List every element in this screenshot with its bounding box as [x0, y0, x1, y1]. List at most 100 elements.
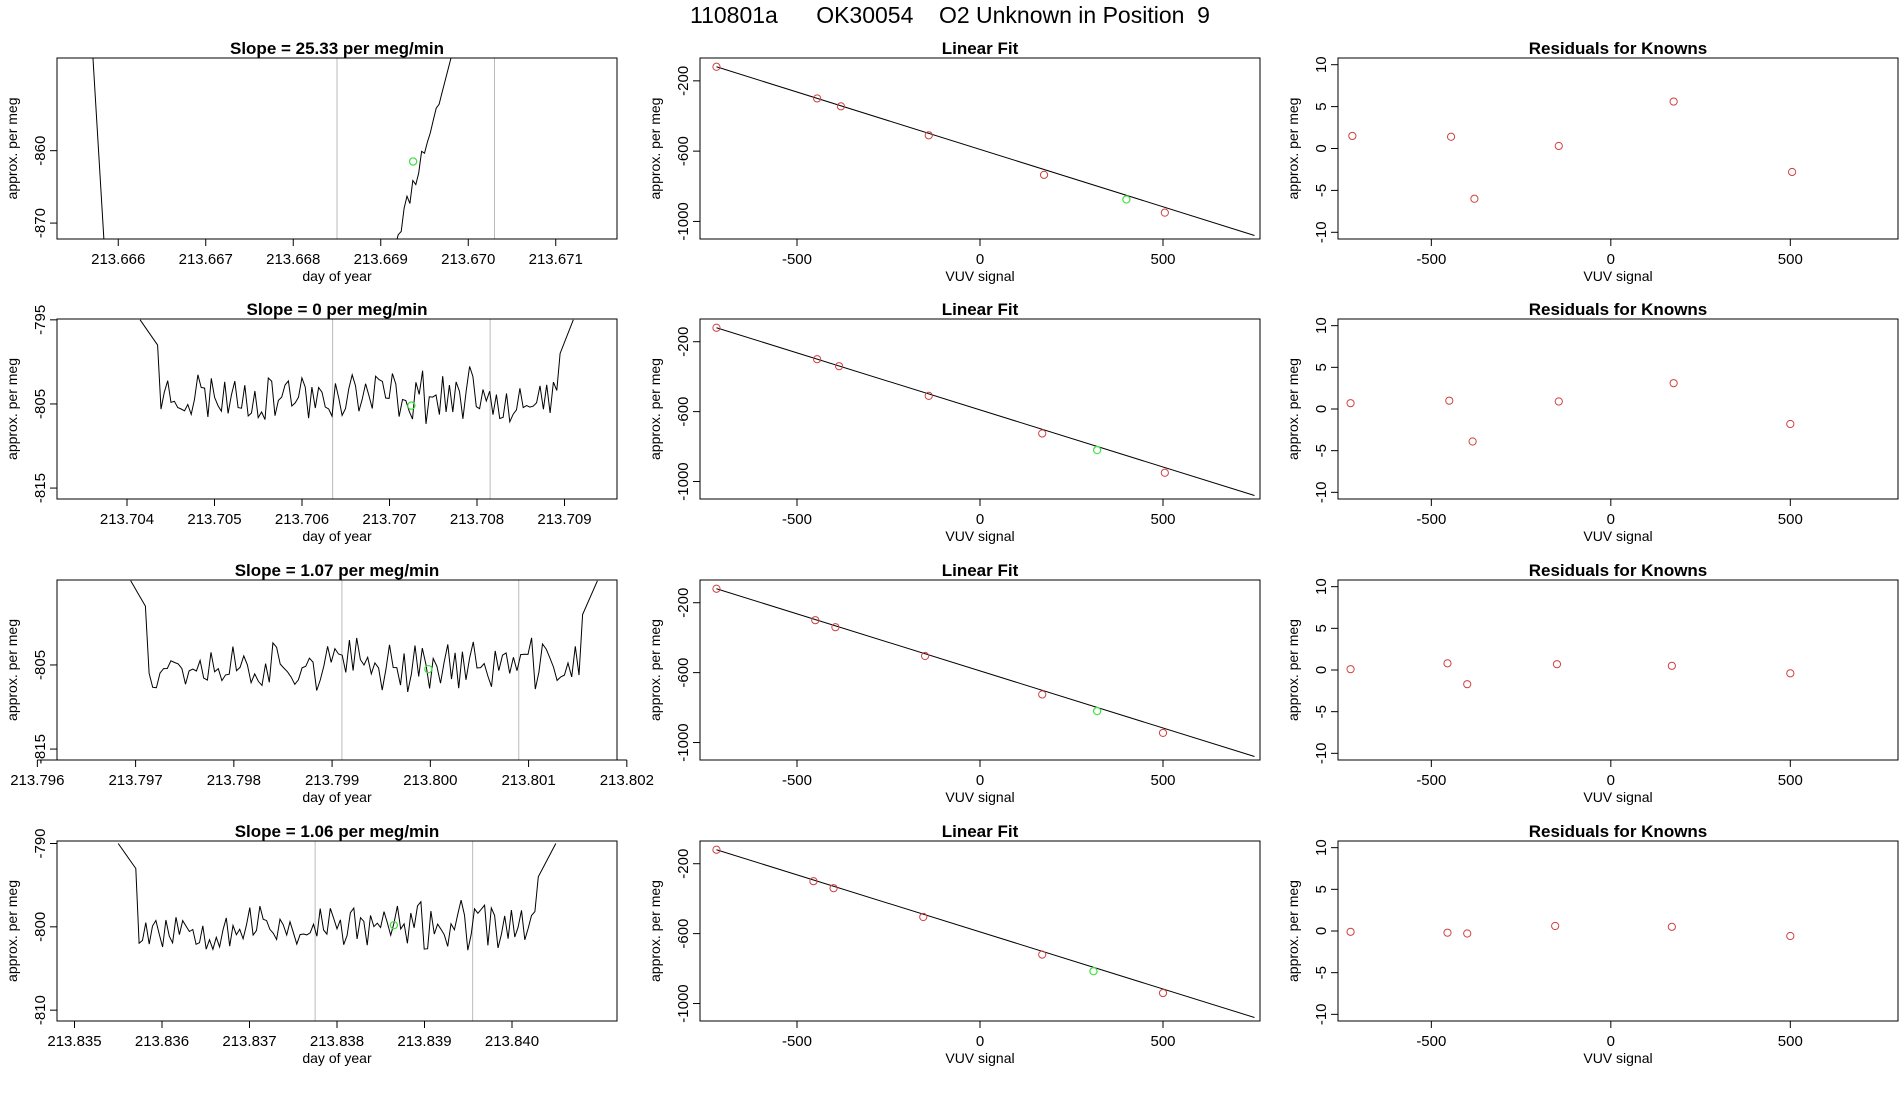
chart-r2c3-ytick-label: -10	[1313, 481, 1330, 503]
chart-r3c1-ytick-label: -815	[32, 734, 49, 764]
chart-r4c1-ytick-label: -790	[32, 828, 49, 858]
chart-r4c2-ylabel: approx. per meg	[647, 880, 663, 982]
chart-r3c1-unknown-point	[424, 664, 433, 674]
chart-r2c1-xtick-label: 213.704	[100, 511, 154, 528]
chart-r1c3-known-point	[1554, 141, 1563, 151]
chart-r1c2-ytick-label: -1000	[675, 202, 692, 240]
chart-r3c3-known-point	[1463, 680, 1472, 689]
chart-r1c2-known-point	[712, 62, 721, 71]
chart-r4c3-known-point	[1346, 927, 1355, 936]
chart-r2c2: Linear Fit -500 0 500 VUV signal -1000 -600 -20…	[647, 300, 1261, 544]
chart-r4c1-title: Slope = 1.06 per meg/min	[235, 822, 440, 841]
chart-r1c3-ytick-label: -5	[1313, 184, 1330, 197]
chart-r1c3-xtick-label: 0	[1607, 251, 1615, 268]
chart-r4c1-xtick-label: 213.840	[485, 1033, 539, 1050]
chart-r1c3-title: Residuals for Knowns	[1529, 39, 1708, 58]
chart-r2c2-known-point	[813, 355, 822, 364]
chart-r2c2-xtick-label: 500	[1150, 511, 1175, 528]
chart-r2c3-ytick-label: 5	[1313, 363, 1330, 371]
chart-r2c1-title: Slope = 0 per meg/min	[247, 300, 428, 319]
chart-r3c2-known-point	[1038, 690, 1047, 699]
chart-r3c3-xtick-label: 0	[1607, 772, 1615, 789]
chart-r1c2-fit-line	[716, 66, 1255, 236]
chart-r2c1-frame	[56, 318, 618, 500]
chart-r2c3-ytick-label: 10	[1313, 317, 1330, 334]
chart-r3c2-ytick-label: -600	[675, 658, 692, 688]
chart-r2c1-plot-area	[139, 319, 574, 499]
chart-r1c2-ytick-label: -600	[675, 136, 692, 166]
chart-r1c2: Linear Fit -500 0 500 VUV signal -1000 -600 -20…	[647, 39, 1261, 284]
chart-r2c2-frame	[699, 318, 1261, 500]
chart-r2c2-plot-area	[712, 323, 1255, 496]
chart-r3c2-known-point	[811, 616, 820, 625]
chart-r2c1-unknown-point	[407, 401, 416, 410]
chart-r4c3-title: Residuals for Knowns	[1529, 822, 1708, 841]
chart-r1c2-ylabel: approx. per meg	[647, 98, 663, 200]
chart-r3c3-ylabel: approx. per meg	[1285, 619, 1301, 721]
chart-r3c2-title: Linear Fit	[942, 561, 1019, 580]
chart-r2c2-fit-line	[716, 327, 1255, 496]
chart-r3c3-known-point	[1786, 669, 1795, 678]
chart-r4c1-ytick-label: -810	[32, 995, 49, 1025]
chart-r3c2-xtick-label: -500	[782, 772, 812, 789]
chart-r4c2-unknown-point	[1089, 966, 1098, 976]
chart-r4c1: Slope = 1.06 per meg/min 213.835 213.836 21…	[4, 822, 618, 1066]
chart-r1c1-xtick-label: 213.671	[529, 251, 583, 268]
chart-r2c3-xlabel: VUV signal	[1583, 528, 1652, 544]
chart-r3c1-xtick-label: 213.800	[403, 772, 457, 789]
chart-r4c2-known-point	[829, 884, 838, 893]
chart-r2c3-known-point	[1554, 397, 1563, 406]
chart-r1c3-ytick-label: -10	[1313, 221, 1330, 243]
chart-r2c2-known-point	[712, 323, 721, 332]
chart-r2c2-ytick-label: -200	[675, 327, 692, 357]
chart-r3c2-plot-area	[712, 584, 1255, 757]
chart-r2c3-known-point	[1445, 396, 1454, 405]
chart-r3c3-known-point	[1443, 659, 1452, 668]
chart-r2c1-ytick-label: -805	[32, 389, 49, 419]
chart-r2c1-trace-line	[139, 319, 574, 424]
chart-r1c1-ytick-label: -860	[32, 136, 49, 166]
chart-r1c2-ytick-label: -200	[675, 66, 692, 96]
chart-r1c2-known-point	[836, 102, 846, 111]
chart-r4c3-known-point	[1667, 922, 1676, 931]
chart-r2c2-ytick-label: -600	[675, 397, 692, 427]
chart-r4c3-xtick-label: 500	[1778, 1033, 1803, 1050]
chart-r4c3-known-point	[1551, 921, 1560, 931]
chart-r1c2-plot-area	[712, 62, 1255, 236]
chart-r1c2-known-point	[1160, 208, 1169, 217]
chart-r3c2-ytick-label: -1000	[675, 723, 692, 761]
chart-r4c2-xtick-label: 0	[976, 1033, 984, 1050]
chart-r2c1-ytick-label: -795	[32, 305, 49, 335]
chart-r4c1-xlabel: day of year	[302, 1050, 372, 1066]
chart-r4c3-xtick-label: -500	[1416, 1033, 1446, 1050]
chart-r2c3-known-point	[1786, 419, 1795, 429]
chart-r1c1-xtick-label: 213.668	[266, 251, 320, 268]
chart-r2c3-known-point	[1346, 399, 1355, 408]
chart-r2c2-xlabel: VUV signal	[945, 528, 1014, 544]
chart-r3c3-known-point	[1667, 661, 1676, 670]
chart-r3c1-frame	[56, 579, 618, 761]
chart-r4c3-known-point	[1463, 929, 1472, 938]
chart-r4c1-xtick-label: 213.835	[47, 1033, 101, 1050]
chart-r3c3-xtick-label: 500	[1778, 772, 1803, 789]
chart-r3c1: Slope = 1.07 per meg/min 213.796 213.797 21…	[4, 561, 654, 805]
chart-r3c3-ytick-label: 0	[1313, 666, 1330, 674]
chart-r1c3-known-point	[1788, 167, 1797, 177]
chart-r3c2-known-point	[712, 584, 721, 593]
chart-r3c3-xlabel: VUV signal	[1583, 789, 1652, 805]
chart-r3c1-trace-line	[130, 580, 598, 693]
chart-r1c1-xtick-label: 213.670	[441, 251, 495, 268]
chart-r1c1-trace-line	[92, 58, 452, 239]
chart-r2c3-frame	[1337, 318, 1899, 500]
chart-r3c1-ylabel: approx. per meg	[4, 619, 20, 721]
chart-r1c1-xlabel: day of year	[302, 268, 372, 284]
chart-r4c3-known-point	[1786, 931, 1795, 941]
chart-r1c2-title: Linear Fit	[942, 39, 1019, 58]
chart-r4c3-frame	[1337, 840, 1899, 1022]
chart-r4c2-ytick-label: -600	[675, 919, 692, 949]
chart-r1c2-frame	[699, 57, 1261, 240]
chart-r4c3-plot-area	[1346, 921, 1795, 941]
chart-r3c2-xtick-label: 500	[1150, 772, 1175, 789]
chart-r3c1-xtick-label: 213.801	[501, 772, 555, 789]
